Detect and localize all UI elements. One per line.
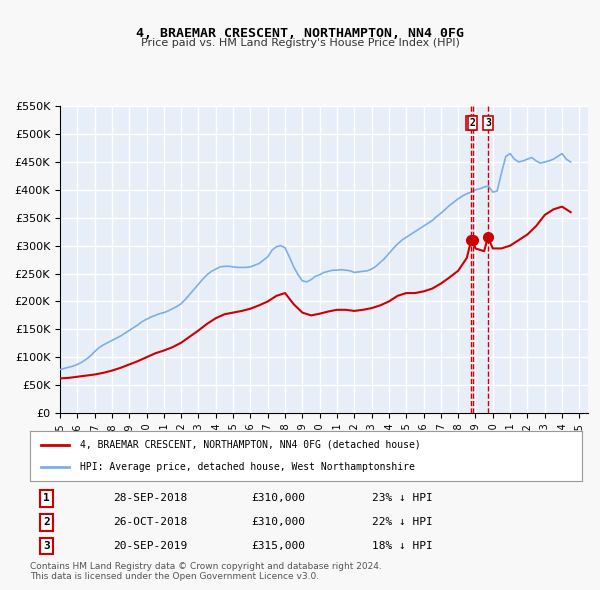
Text: 2: 2 (470, 118, 475, 128)
Text: 20-SEP-2019: 20-SEP-2019 (113, 541, 187, 551)
Text: 3: 3 (43, 541, 50, 551)
Text: £310,000: £310,000 (251, 517, 305, 527)
Text: 26-OCT-2018: 26-OCT-2018 (113, 517, 187, 527)
Text: 3: 3 (485, 118, 491, 128)
Text: 28-SEP-2018: 28-SEP-2018 (113, 493, 187, 503)
Text: 18% ↓ HPI: 18% ↓ HPI (372, 541, 433, 551)
Text: £315,000: £315,000 (251, 541, 305, 551)
Text: 1: 1 (43, 493, 50, 503)
Text: 23% ↓ HPI: 23% ↓ HPI (372, 493, 433, 503)
Text: Price paid vs. HM Land Registry's House Price Index (HPI): Price paid vs. HM Land Registry's House … (140, 38, 460, 48)
Text: 4, BRAEMAR CRESCENT, NORTHAMPTON, NN4 0FG: 4, BRAEMAR CRESCENT, NORTHAMPTON, NN4 0F… (136, 27, 464, 40)
Text: Contains HM Land Registry data © Crown copyright and database right 2024.
This d: Contains HM Land Registry data © Crown c… (30, 562, 382, 581)
Text: 2: 2 (43, 517, 50, 527)
Text: HPI: Average price, detached house, West Northamptonshire: HPI: Average price, detached house, West… (80, 462, 415, 472)
Text: 1: 1 (468, 118, 474, 128)
Text: 4, BRAEMAR CRESCENT, NORTHAMPTON, NN4 0FG (detached house): 4, BRAEMAR CRESCENT, NORTHAMPTON, NN4 0F… (80, 440, 421, 450)
Text: 22% ↓ HPI: 22% ↓ HPI (372, 517, 433, 527)
Text: £310,000: £310,000 (251, 493, 305, 503)
